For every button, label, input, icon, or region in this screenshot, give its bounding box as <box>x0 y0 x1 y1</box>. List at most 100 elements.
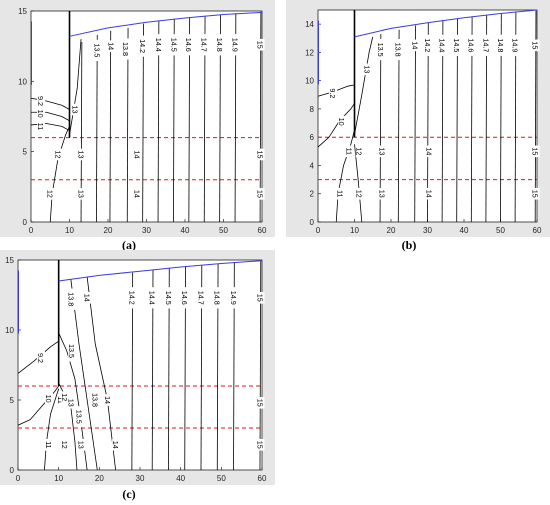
y-tick-label: 15 <box>5 256 14 265</box>
contour-value-label: 14 <box>425 145 434 158</box>
contour-label-bg <box>200 34 209 56</box>
contour-label-text: 11 <box>56 396 65 403</box>
contour-value-label: 14.9 <box>230 34 240 56</box>
contour-label-bg <box>216 34 225 56</box>
x-tick-label: 10 <box>54 474 63 483</box>
contour-label-bg <box>345 145 354 158</box>
contour-label-text: 12 <box>53 150 62 158</box>
contour-value-label: 12 <box>60 391 70 403</box>
contour-label-bg <box>77 188 86 200</box>
contour-label-bg <box>336 187 345 200</box>
contour-label-text: 14.4 <box>438 38 447 52</box>
contour-line <box>354 144 363 223</box>
contour-value-label: 14.8 <box>215 34 225 56</box>
contour-value-label: 9.2 <box>36 349 45 367</box>
contour-line <box>17 385 59 426</box>
x-tick-label: 20 <box>387 226 396 235</box>
contour-label-text: 12 <box>60 393 69 401</box>
contour-label-bg <box>394 38 403 61</box>
contour-value-label: 13 <box>76 148 86 161</box>
contour-label-bg <box>67 397 76 409</box>
contour-label-bg <box>164 287 173 309</box>
contour-value-label: 14.2 <box>138 35 148 57</box>
x-tick-label: 40 <box>460 226 469 235</box>
contour-label-text: 14.7 <box>196 291 205 305</box>
panel-label-a: (a) <box>122 238 136 252</box>
contour-label-bg <box>256 188 265 200</box>
panel-label-b: (b) <box>401 238 417 252</box>
x-tick-label: 60 <box>258 474 267 483</box>
contour-label-bg <box>77 148 86 161</box>
contour-value-label: 15 <box>255 291 265 304</box>
contour-label-bg <box>363 63 372 76</box>
contour-label-text: 13 <box>71 105 80 113</box>
contour-label-bg <box>231 34 240 56</box>
x-tick-label: 30 <box>423 226 432 235</box>
contour-label-text: 10 <box>36 110 45 118</box>
contour-label-bg <box>139 35 148 57</box>
contour-value-label: 13.8 <box>121 38 131 60</box>
contour-label-text: 15 <box>531 147 540 155</box>
contour-plot-b: 0 10 20 30 40 50 60 0 2 4 6 8 10 12 14 13.5 13.8 14 14.2 14… <box>286 0 550 237</box>
contour-label-text: 14.4 <box>154 38 163 52</box>
contour-label-text: 14.7 <box>481 38 490 52</box>
contour-label-text: 14.8 <box>496 38 505 52</box>
contour-line <box>96 34 98 223</box>
contour-value-label: 12 <box>60 439 70 451</box>
contour-value-label: 14.9 <box>229 287 239 309</box>
contour-label-bg <box>61 439 70 451</box>
contour-value-label: 14.8 <box>496 34 505 56</box>
contour-label-bg <box>91 389 100 411</box>
contour-label-bg <box>424 34 432 56</box>
contour-label-bg <box>185 34 194 56</box>
contour-label-bg <box>355 145 364 158</box>
x-tick-label: 60 <box>533 226 542 235</box>
contour-value-label: 14 <box>425 187 434 200</box>
contour-line <box>69 39 82 135</box>
contour-line <box>317 84 355 97</box>
contour-label-text: 9.2 <box>36 96 45 106</box>
contour-label-bg <box>54 148 63 161</box>
contour-plot-a-svg: 0 10 20 30 40 50 60 0 5 10 15 13.5 13.8 14 14.2 14.4 14.… <box>18 7 267 235</box>
contour-value-label: 14.6 <box>180 287 190 309</box>
y-tick-label: 10 <box>18 77 27 86</box>
contour-label-text: 13.8 <box>121 42 130 56</box>
contour-label-bg <box>37 120 46 133</box>
contour-label-text: 14 <box>132 190 141 198</box>
contour-line <box>414 25 416 223</box>
contour-label-text: 14.9 <box>229 291 238 305</box>
contour-label-text: 13 <box>66 399 75 407</box>
contour-value-label: 15 <box>255 397 265 409</box>
contour-value-label: 15 <box>531 39 540 52</box>
contour-value-label: 12 <box>355 187 364 200</box>
contour-label-bg <box>256 38 265 51</box>
x-tick-label: 20 <box>104 226 113 235</box>
contour-label-bg <box>83 291 92 304</box>
y-tick-label: 6 <box>310 133 315 142</box>
contour-label-text: 13.5 <box>74 410 83 424</box>
contour-label-text: 15 <box>255 150 264 158</box>
contour-value-label: 13 <box>363 63 372 76</box>
contour-label-bg <box>93 39 102 61</box>
contour-value-label: 14 <box>111 439 121 451</box>
contour-label-text: 14.2 <box>127 291 136 305</box>
contour-plot-b-svg: 0 10 20 30 40 50 60 0 2 4 6 8 10 12 14 13.5 13.8 14 14.2 14… <box>305 9 542 235</box>
contour-label-text: 15 <box>255 399 264 407</box>
contour-label-text: 14 <box>103 396 112 404</box>
contour-value-label: 14 <box>132 188 142 200</box>
contour-label-bg <box>197 287 206 309</box>
contour-label-bg <box>497 34 505 56</box>
contour-label-bg <box>61 391 70 403</box>
contour-line <box>335 130 355 223</box>
contour-label-text: 13.5 <box>93 43 102 57</box>
contour-label-text: 14.5 <box>170 38 179 52</box>
contour-value-label: 15 <box>255 188 265 200</box>
contour-value-label: 13.5 <box>74 406 84 428</box>
contour-line <box>86 276 116 471</box>
contour-label-text: 13 <box>76 441 85 449</box>
contour-label-bg <box>112 439 121 451</box>
contour-line <box>58 332 88 471</box>
contour-label-bg <box>71 103 80 116</box>
x-tick-label: 60 <box>258 226 267 235</box>
